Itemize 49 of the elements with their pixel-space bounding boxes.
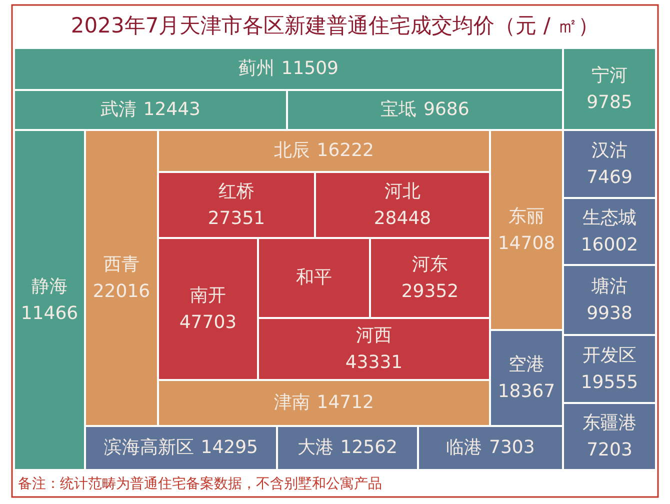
data-label: 14712: [316, 392, 374, 413]
data-label: 9938: [586, 302, 632, 324]
data-label: 12443: [143, 98, 201, 120]
data-label: 9686: [424, 98, 470, 120]
text: 2023年7月天津市各区新建普通住宅成交均价（元 / ㎡）: [70, 14, 600, 38]
data-label: 12562: [340, 436, 398, 458]
data-label: 27351: [208, 208, 266, 229]
data-label: 11466: [20, 302, 78, 324]
category-label: 红桥: [218, 180, 254, 202]
category-label: 津南: [274, 392, 310, 413]
category-label: 塘沽: [590, 276, 628, 297]
category-label: 西青: [104, 254, 140, 275]
data-label: 18367: [498, 380, 556, 402]
category-label: 南开: [190, 284, 226, 306]
data-label: 22016: [92, 280, 150, 302]
category-label: 开发区: [582, 344, 636, 366]
data-label: 7203: [586, 439, 632, 460]
data-label: 11509: [281, 58, 339, 79]
category-label: 汉沽: [592, 140, 628, 161]
data-label: 16222: [316, 140, 374, 161]
category-label: 河东: [412, 254, 448, 275]
data-label: 29352: [401, 280, 459, 302]
category-label: 河北: [384, 180, 420, 202]
category-label: 宝坻: [380, 98, 416, 120]
category-label: 和平: [296, 266, 332, 288]
category-label: 静海: [32, 276, 68, 297]
category-label: 武清: [100, 98, 136, 120]
category-label: 大港: [297, 436, 334, 458]
text: 备注：统计范畴为普通住宅备案数据，不含别墅和公寓产品: [18, 474, 382, 492]
data-label: 14295: [200, 436, 258, 458]
category-label: 北辰: [274, 140, 310, 161]
category-label: 宁河: [592, 64, 628, 86]
data-label: 9785: [586, 92, 632, 113]
category-label: 滨海高新区: [104, 436, 194, 458]
category-label: 临港: [446, 436, 482, 458]
category-label: 蓟州: [238, 58, 274, 79]
category-label: 生态城: [582, 207, 636, 228]
category-label: 河西: [356, 324, 392, 346]
data-label: 7469: [586, 166, 632, 188]
data-label: 43331: [345, 352, 403, 373]
data-label: 28448: [374, 208, 432, 229]
data-label: 47703: [179, 312, 237, 333]
category-label: 东疆港: [582, 412, 636, 434]
data-label: 19555: [580, 372, 638, 393]
data-label: 14708: [498, 232, 556, 254]
data-label: 16002: [580, 234, 638, 256]
data-label: 7303: [489, 436, 535, 458]
category-label: 东丽: [508, 206, 544, 227]
category-label: 空港: [508, 354, 544, 375]
